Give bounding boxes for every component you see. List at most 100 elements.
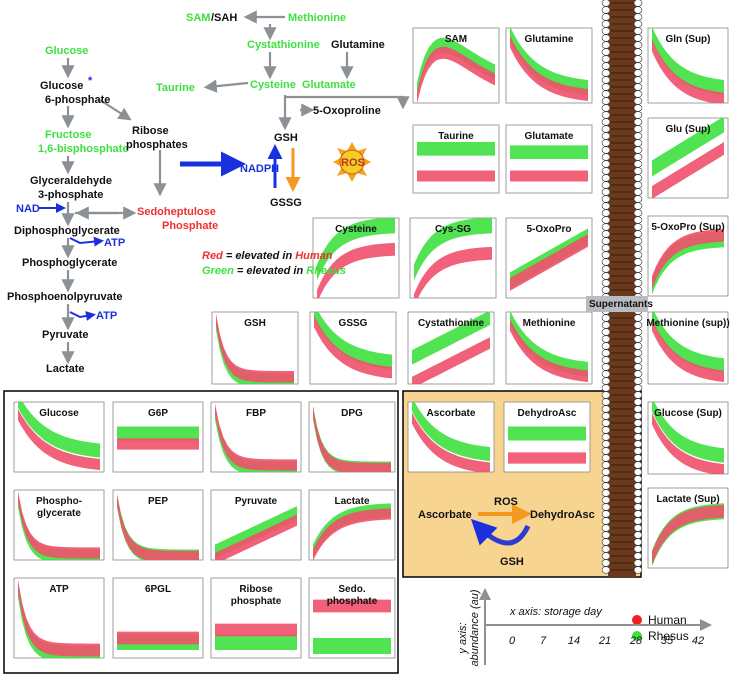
bead [601,55,611,63]
band [508,426,586,441]
node: 3-phosphate [38,189,103,201]
panel-title: DehydroAsc [518,408,577,419]
x-key-tick: 35 [661,635,674,647]
node: Fructose [45,129,91,141]
x-key-tick: 7 [540,635,547,647]
band [510,234,588,291]
bead [633,328,643,336]
bead [633,104,643,112]
bead [601,41,611,49]
panel: ATP [13,577,105,659]
band [313,406,391,472]
bead [633,174,643,182]
panel-title: Gln (Sup) [666,34,711,45]
bead [601,545,611,553]
legend-swatch [632,615,642,625]
note-part: = elevated in [223,250,295,262]
bead [633,405,643,413]
bead [601,139,611,147]
bead [633,6,643,14]
bead [633,559,643,567]
bead [633,0,643,7]
band [652,28,724,95]
bead [601,391,611,399]
band [317,218,395,281]
bead [633,55,643,63]
bead [633,202,643,210]
node: Taurine [156,82,195,94]
panel-title: SAM [445,34,467,45]
bead [601,258,611,266]
bead [633,419,643,427]
panel-title: Lactate [334,496,369,507]
supernatants-label: Supernatants [589,299,653,310]
panel-title: Pyruvate [235,496,278,507]
bead [601,405,611,413]
bead [601,160,611,168]
band [18,579,100,657]
inset-label: ROS [494,496,518,508]
note-part: Human [295,250,333,262]
bead [633,90,643,98]
panel: Ascorbate [407,401,495,473]
inset-label: GSH [500,556,524,568]
band [652,39,724,103]
panel-title: G6P [148,408,168,419]
bead [601,321,611,329]
panel-title: Phospho- [36,496,82,507]
bead [601,342,611,350]
bead [633,363,643,371]
bead [601,13,611,21]
bead [601,237,611,245]
bead [633,412,643,420]
panel: Glutamine [505,27,593,104]
x-key-tick: 42 [692,635,704,647]
bead [633,146,643,154]
panel-title: Cys-SG [435,224,471,235]
band [117,426,199,441]
bead [633,468,643,476]
bead [601,566,611,574]
bead [601,69,611,77]
panel: 5-OxoPro [505,217,593,299]
node: Glucose [40,80,83,92]
panel: Methionine [505,311,593,385]
panel-frame [647,215,729,297]
node: Ribose [132,125,169,137]
bead [601,223,611,231]
bead [633,209,643,217]
band [215,514,297,560]
panel: Cystathionine [407,311,495,385]
band [317,242,395,298]
bead [633,132,643,140]
panel: Cysteine [312,217,400,299]
bead [633,251,643,259]
bead [633,447,643,455]
bead [633,188,643,196]
node: Phosphoglycerate [22,257,117,269]
node: Phosphoenolpyruvate [7,291,123,303]
node: 1,6-bisphosphate [38,143,128,155]
panel: PEP [112,489,204,561]
panel: Sedo.phosphate [308,577,396,659]
node: /SAH [211,12,237,24]
inset-label: DehydroAsc [530,509,595,521]
legend: Human Rhesus [632,613,689,643]
band [414,218,492,281]
pathway-labels: Glucose Glucose * 6-phosphate Fructose 1… [7,12,653,568]
bead [633,349,643,357]
bead [601,363,611,371]
panel: Glutamate [505,124,593,194]
bead [601,335,611,343]
bead [601,384,611,392]
panel-subtitle: phosphate [231,596,282,607]
bead [633,13,643,21]
band [510,170,588,182]
bead [601,97,611,105]
bead [633,398,643,406]
panel-title: ATP [49,584,69,595]
bead [601,356,611,364]
bead [601,517,611,525]
band [652,312,724,373]
node: Phosphate [162,220,218,232]
